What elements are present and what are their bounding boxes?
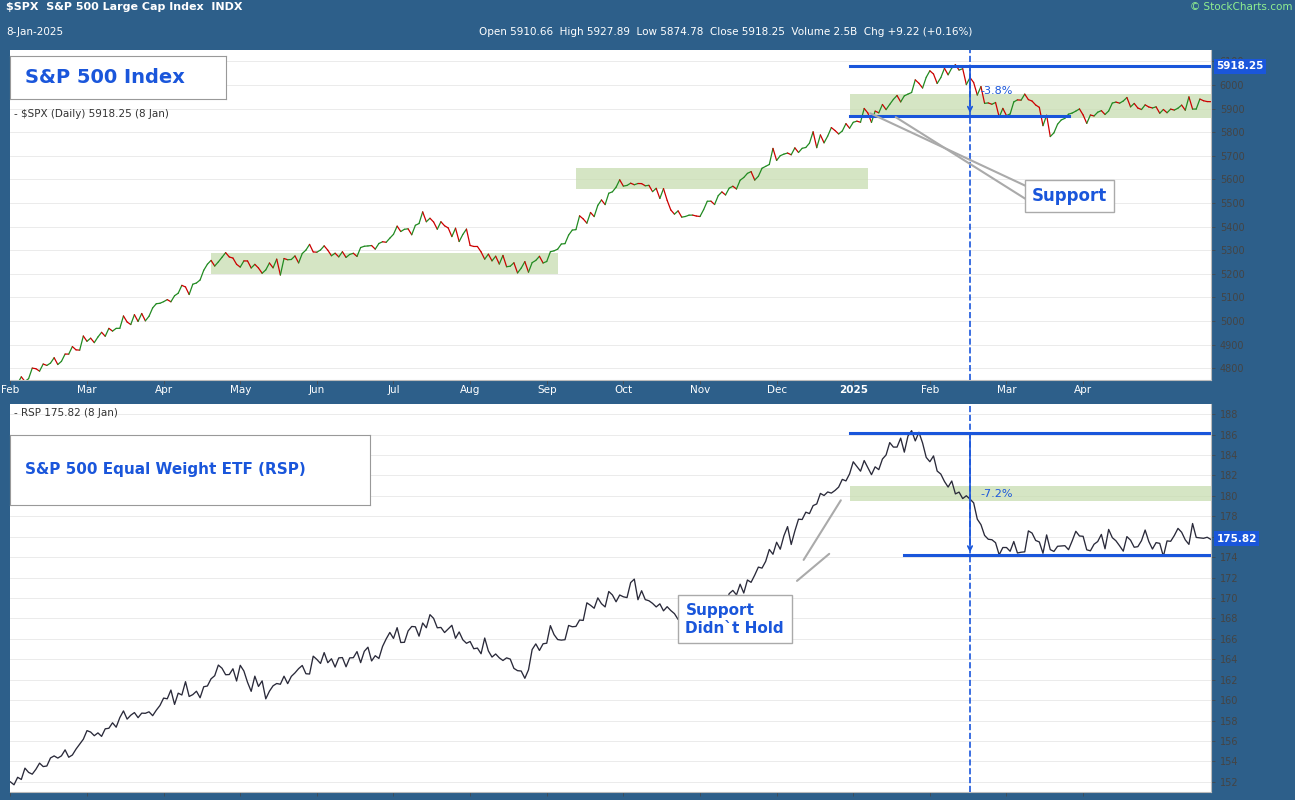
- Text: Feb: Feb: [921, 386, 939, 395]
- Text: Jun: Jun: [308, 386, 325, 395]
- Text: Apr: Apr: [154, 386, 172, 395]
- Text: © StockCharts.com: © StockCharts.com: [1190, 2, 1292, 12]
- Bar: [850, 486, 1211, 501]
- Text: -7.2%: -7.2%: [980, 489, 1014, 499]
- Text: Aug: Aug: [460, 386, 480, 395]
- Text: Open 5910.66  High 5927.89  Low 5874.78  Close 5918.25  Volume 2.5B  Chg +9.22 (: Open 5910.66 High 5927.89 Low 5874.78 Cl…: [479, 27, 971, 37]
- Text: 2025: 2025: [839, 386, 868, 395]
- Text: Nov: Nov: [690, 386, 710, 395]
- Text: 5918.25: 5918.25: [1216, 61, 1264, 71]
- Text: May: May: [229, 386, 251, 395]
- Text: Feb: Feb: [1, 386, 19, 395]
- Text: Oct: Oct: [614, 386, 632, 395]
- Bar: [211, 253, 558, 274]
- Text: Support
Didn`t Hold: Support Didn`t Hold: [685, 603, 783, 635]
- Text: 175.82: 175.82: [1216, 534, 1256, 543]
- Bar: [850, 94, 1211, 118]
- Text: -3.8%: -3.8%: [980, 86, 1013, 96]
- Text: Jul: Jul: [387, 386, 400, 395]
- Text: Dec: Dec: [767, 386, 786, 395]
- Text: Support: Support: [1032, 187, 1107, 205]
- Text: 8-Jan-2025: 8-Jan-2025: [6, 27, 63, 37]
- Text: - RSP 175.82 (8 Jan): - RSP 175.82 (8 Jan): [14, 408, 118, 418]
- Text: Apr: Apr: [1074, 386, 1092, 395]
- Text: Mar: Mar: [78, 386, 97, 395]
- Text: Sep: Sep: [537, 386, 557, 395]
- Text: $SPX  S&P 500 Large Cap Index  INDX: $SPX S&P 500 Large Cap Index INDX: [6, 2, 243, 12]
- Bar: [576, 168, 868, 189]
- Text: Mar: Mar: [997, 386, 1017, 395]
- Text: - $SPX (Daily) 5918.25 (8 Jan): - $SPX (Daily) 5918.25 (8 Jan): [14, 109, 168, 119]
